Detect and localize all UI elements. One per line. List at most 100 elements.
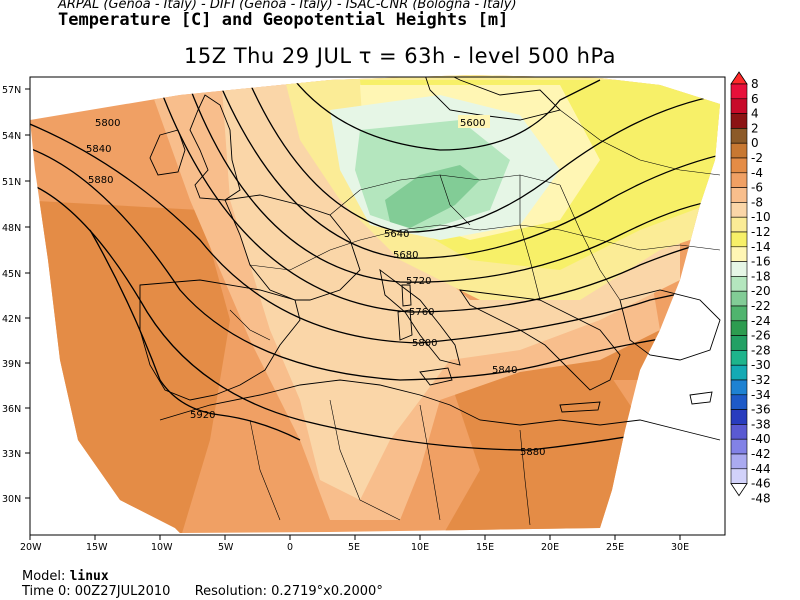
- map-frame-border: [29, 76, 726, 536]
- colorbar-label: -38: [751, 417, 771, 431]
- lat-label: 36N: [2, 404, 21, 415]
- coast-sardinia: [397, 309, 413, 341]
- colorbar-label: -16: [751, 255, 771, 269]
- colorbar-label: 2: [751, 121, 759, 135]
- field-dark-south: [440, 360, 640, 533]
- contour-5720: [179, 75, 720, 283]
- coast-scandinavia: [425, 77, 561, 121]
- lon-label: 10E: [411, 542, 429, 553]
- contour-5640: [239, 75, 720, 233]
- lat-label: 42N: [2, 314, 21, 325]
- colorbar-swatch: [730, 113, 748, 129]
- colorbar-arrow-bottom: [730, 483, 748, 497]
- colorbar-swatch: [730, 261, 748, 277]
- colorbar-swatch: [730, 409, 748, 425]
- colorbar-arrow-top: [730, 71, 748, 85]
- colorbar-swatch: [730, 142, 748, 159]
- colorbar-label: -10: [751, 210, 771, 224]
- colorbar-swatch: [730, 305, 748, 322]
- colorbar-swatch: [730, 320, 748, 336]
- colorbar-label: -4: [751, 166, 763, 180]
- colorbar-label: -14: [751, 240, 771, 254]
- colorbar-swatch: [730, 128, 748, 144]
- colorbar-label: -26: [751, 329, 771, 343]
- colorbar-label: -44: [751, 462, 771, 476]
- lon-label: 0: [287, 542, 293, 553]
- lat-label: 45N: [2, 269, 21, 280]
- credits-line: ARPAL (Genoa - Italy) - DIFI (Genoa - It…: [58, 0, 517, 12]
- coast-sicily: [419, 367, 453, 386]
- contour-label-5640: 5640: [384, 229, 409, 240]
- coast-north-africa: [159, 379, 721, 441]
- colorbar-swatch: [730, 350, 748, 366]
- time0-value: 00Z27JUL2010: [74, 584, 171, 599]
- coast-balkans: [459, 289, 621, 391]
- coast-britain: [189, 94, 241, 201]
- lat-label: 33N: [2, 449, 21, 460]
- time0-label: Time 0:: [22, 584, 71, 599]
- lat-label: 39N: [2, 359, 21, 370]
- lon-label: 20W: [20, 542, 42, 553]
- contour-label-5920: 5920: [190, 410, 215, 421]
- forecast-time-line: 15Z Thu 29 JUL τ = 63h - level 500 hPa: [183, 44, 617, 68]
- colorbar-swatch: [730, 187, 748, 203]
- model-value: linux: [69, 569, 109, 584]
- temperature-colorbar: 86420-2-4-6-8-10-12-14-16-18-20-22-24-26…: [730, 71, 771, 505]
- contour-label-5880-b: 5880: [520, 447, 545, 458]
- lon-label: 20E: [541, 542, 559, 553]
- longitude-labels: 20W 15W 10W 5W 0 5E 10E 15E 20E 25E 30E: [20, 542, 689, 553]
- colorbar-swatch: [730, 246, 748, 262]
- axis-ticks: [25, 88, 681, 540]
- resolution-value: 0.2719°x0.2000°: [271, 584, 383, 599]
- lon-label: 10W: [151, 542, 173, 553]
- colorbar-swatch: [730, 364, 748, 381]
- colorbar-swatch: [730, 424, 748, 440]
- lon-label: 5E: [348, 542, 360, 553]
- contour-label-5760: 5760: [409, 307, 434, 318]
- coast-cyprus: [689, 391, 713, 405]
- coast-corsica: [401, 284, 412, 307]
- contour-label-5600: 5600: [460, 118, 485, 129]
- contour-label-5880-a: 5880: [88, 175, 113, 186]
- footer-model: Model: linux: [22, 569, 109, 584]
- colorbar-swatch: [730, 379, 748, 396]
- field-green: [385, 165, 480, 228]
- coast-italy: [379, 268, 461, 366]
- colorbar-label: -22: [751, 299, 771, 313]
- colorbar-swatch: [730, 172, 748, 188]
- coast-turkey: [619, 289, 721, 361]
- colorbar-swatch: [730, 157, 748, 174]
- lat-label: 54N: [2, 131, 21, 142]
- contour-5840: [30, 144, 720, 381]
- colorbar-label: -20: [751, 284, 771, 298]
- borders: [229, 109, 721, 526]
- contour-label-5840-a: 5840: [86, 144, 111, 155]
- colorbar-label: 8: [751, 77, 759, 91]
- colorbar-swatch: [730, 394, 748, 410]
- contour-label-5800-b: 5800: [412, 338, 437, 349]
- coast-crete: [559, 401, 601, 413]
- model-label: Model:: [22, 569, 66, 584]
- colorbar-label: -30: [751, 358, 771, 372]
- resolution-label: Resolution:: [194, 584, 268, 599]
- colorbar-label: -8: [751, 195, 763, 209]
- colorbar-label: -2: [751, 151, 763, 165]
- contour-5760: [149, 75, 720, 313]
- lon-label: 5W: [218, 542, 234, 553]
- contour-5680: [209, 75, 720, 259]
- colorbar-label: -28: [751, 343, 771, 357]
- colorbar-swatch: [730, 98, 748, 114]
- contour-label-5680: 5680: [393, 250, 418, 261]
- colorbar-label: -12: [751, 225, 771, 239]
- colorbar-label: -6: [751, 181, 763, 195]
- coast-iberia: [139, 279, 301, 401]
- contour-label-5720: 5720: [406, 276, 431, 287]
- colorbar-swatch: [730, 276, 748, 292]
- colorbar-swatch: [730, 438, 748, 455]
- colorbar-label: -40: [751, 432, 771, 446]
- colorbar-swatch: [730, 216, 748, 233]
- contour-5600: [279, 75, 601, 151]
- colorbar-label: -18: [751, 269, 771, 283]
- footer-time-resolution: Time 0: 00Z27JUL2010 Resolution: 0.2719°…: [22, 584, 383, 599]
